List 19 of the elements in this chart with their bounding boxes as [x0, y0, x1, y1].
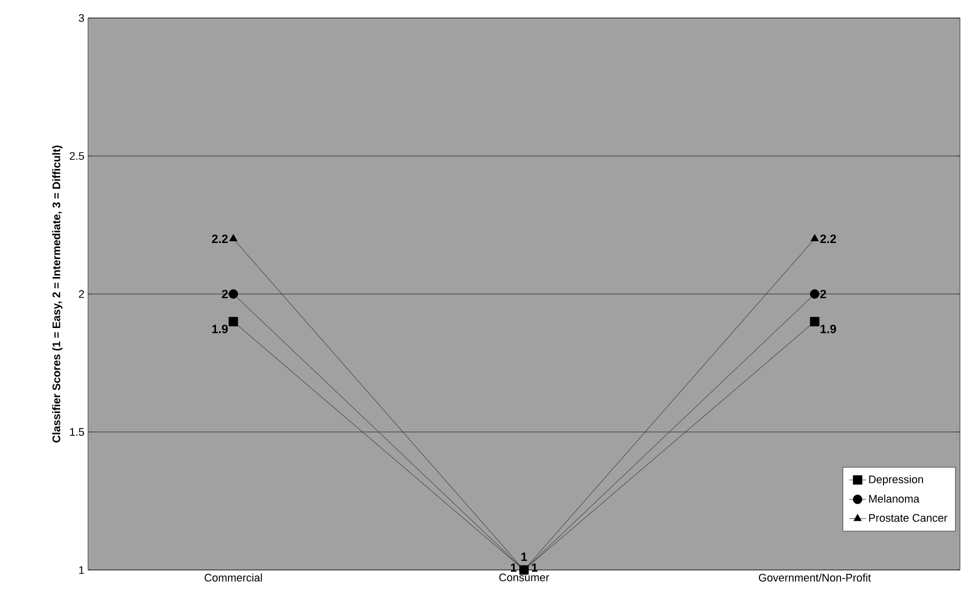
data-label: 2.2 — [212, 234, 228, 243]
data-label: 2 — [222, 290, 228, 298]
legend-label: Prostate Cancer — [869, 514, 948, 522]
y-tick-label: 1.5 — [70, 428, 84, 436]
data-label: 2 — [820, 290, 826, 298]
y-tick-label: 3 — [78, 14, 84, 22]
y-tick-label: 2 — [78, 290, 84, 298]
x-tick-label: Consumer — [499, 574, 550, 582]
legend-label: Depression — [869, 475, 923, 486]
data-label: 1.9 — [820, 324, 836, 334]
y-tick-label: 1 — [79, 566, 84, 574]
data-label: 1.9 — [212, 324, 228, 334]
data-label: 2.2 — [820, 234, 836, 243]
data-label: 1 — [521, 552, 527, 561]
legend-label: Melanoma — [869, 494, 920, 503]
y-tick-label: 2.5 — [70, 152, 84, 160]
x-tick-label: Government/Non-Profit — [758, 574, 871, 582]
y-axis-title: Classifier Scores (1 = Easy, 2 = Intermediate, 3 = Difficult) — [52, 146, 62, 443]
x-tick-label: Commercial — [204, 574, 262, 582]
